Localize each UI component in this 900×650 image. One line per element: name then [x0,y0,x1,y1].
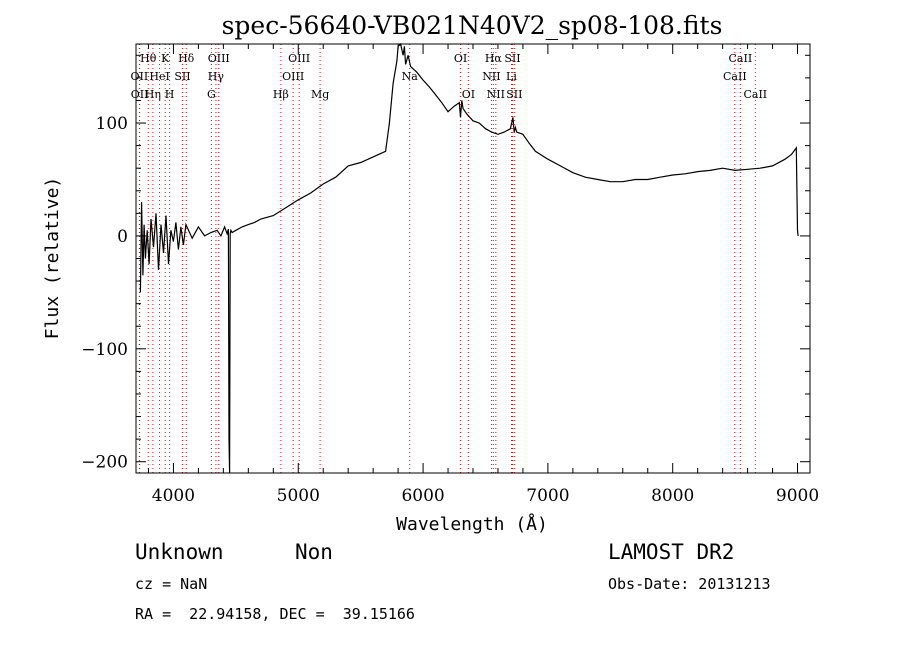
coordinates: RA = 22.94158, DEC = 39.15166 [135,605,415,623]
x-tick-label: 5000 [277,486,320,506]
spectral-line-label: Hη [145,88,161,101]
spectral-line-label: Hβ [273,88,289,101]
spectral-line-markers [138,44,756,473]
x-axis-label: Wavelength (Å) [396,513,548,535]
spectral-line-label: H [165,88,175,101]
spectral-line-label: Na [402,70,419,83]
spectral-line-label: OI [454,52,467,65]
y-axis-label: Flux (relative) [42,177,63,340]
spectral-line-label: Hδ [178,52,195,65]
spectral-line-label: CaII [743,88,767,101]
y-tick-label: −100 [81,340,128,360]
spectral-line-label: Hγ [208,70,225,83]
y-axis-ticks: −200 −100 0 100 [81,54,810,473]
spectral-line-label: OI [462,88,475,101]
spectral-line-label: SII [174,70,190,83]
spectral-line-label: K [161,52,170,65]
spectral-line-label: SII [504,52,520,65]
spectral-line-label: Hα [485,52,503,65]
object-subclass: Non [295,540,333,564]
spectral-line-label: Hθ [140,52,157,65]
spectral-line-label: OII [131,70,149,83]
spectral-line-label: OIII [282,70,304,83]
spectral-line-label: Li [506,70,517,83]
spectrum-series-line [139,42,799,474]
y-tick-label: 100 [96,114,128,134]
spectral-line-label: OII [131,88,149,101]
spectral-line-label: NII [487,88,505,101]
x-tick-label: 6000 [401,486,444,506]
x-axis-ticks: 4000 5000 6000 7000 8000 9000 [147,44,819,506]
x-tick-label: 9000 [776,486,819,506]
x-tick-label: 7000 [526,486,569,506]
spectral-line-label: NII [482,70,500,83]
plot-frame [135,43,811,474]
chart-title: spec-56640-VB021N40V2_sp08-108.fits [222,11,723,40]
spectral-line-label: SII [506,88,522,101]
spectral-line-label: OIII [288,52,310,65]
spectrum-chart: spec-56640-VB021N40V2_sp08-108.fits Hθ OI… [42,11,819,535]
object-class: Unknown [135,540,224,564]
redshift-cz: cz = NaN [135,575,208,593]
y-tick-label: 0 [117,227,128,247]
spectral-line-label: CaII [723,70,747,83]
x-tick-label: 8000 [651,486,694,506]
spectral-line-label: CaII [729,52,753,65]
spectral-line-label: G [207,88,216,101]
survey-name: LAMOST DR2 [608,540,735,564]
spectral-line-label: OIII [208,52,230,65]
y-tick-label: −200 [81,453,128,473]
spectral-line-label: Mg [311,88,329,101]
x-tick-label: 4000 [152,486,195,506]
observation-date: Obs-Date: 20131213 [608,575,771,593]
spectral-line-label: HeI [149,70,169,83]
